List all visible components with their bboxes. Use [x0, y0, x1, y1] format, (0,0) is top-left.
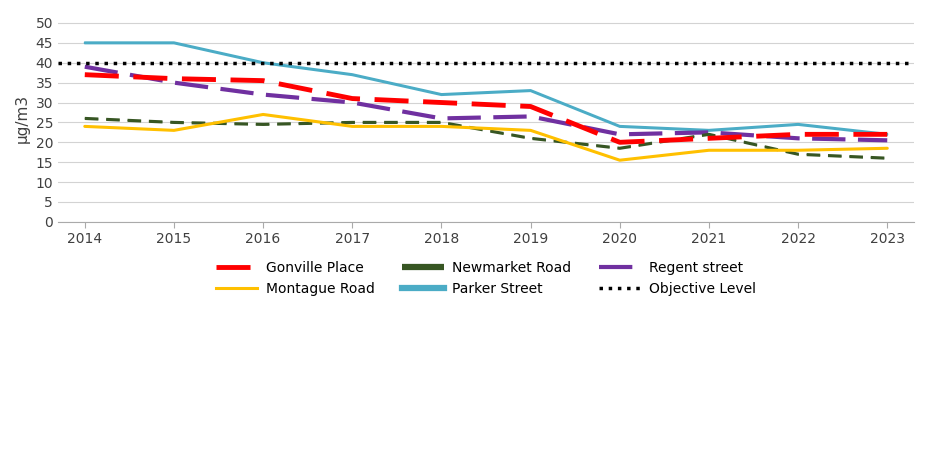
Legend: Gonville Place, Montague Road, Newmarket Road, Parker Street, Regent street, Obj: Gonville Place, Montague Road, Newmarket… [210, 256, 761, 302]
Y-axis label: μg/m3: μg/m3 [15, 94, 30, 143]
